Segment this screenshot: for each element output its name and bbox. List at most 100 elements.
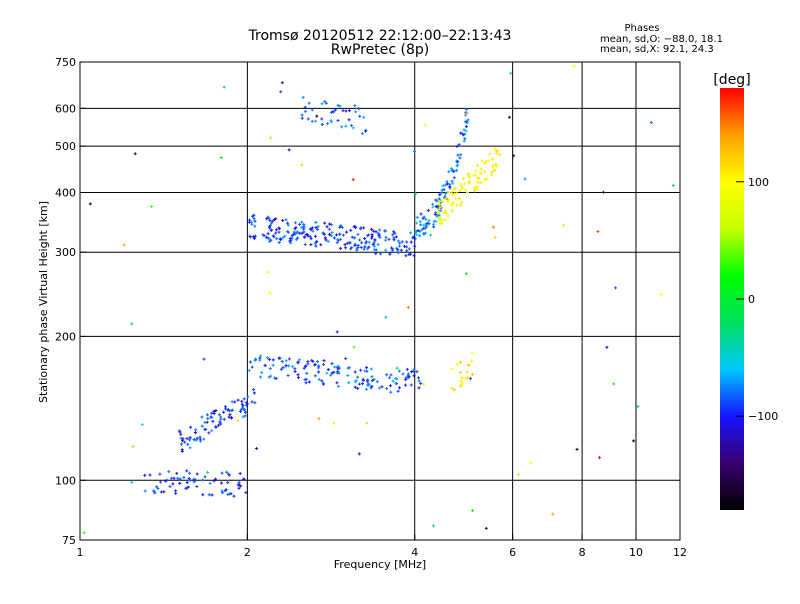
data-point bbox=[201, 478, 205, 482]
data-point bbox=[268, 291, 272, 295]
data-point bbox=[185, 469, 189, 473]
data-point bbox=[281, 236, 285, 240]
data-point bbox=[362, 247, 366, 251]
data-point bbox=[451, 187, 455, 191]
data-point bbox=[182, 476, 186, 480]
data-point bbox=[494, 164, 498, 168]
data-point bbox=[304, 364, 308, 368]
data-point bbox=[385, 386, 389, 390]
data-point bbox=[659, 292, 663, 296]
data-point bbox=[456, 153, 460, 157]
data-point bbox=[178, 477, 182, 481]
data-point bbox=[314, 220, 318, 224]
data-point bbox=[397, 386, 401, 390]
data-point bbox=[596, 230, 600, 233]
data-point bbox=[188, 471, 192, 475]
data-point bbox=[489, 173, 493, 177]
data-point bbox=[378, 228, 382, 232]
data-point bbox=[359, 227, 363, 231]
data-point bbox=[452, 201, 456, 205]
data-point bbox=[274, 228, 278, 232]
data-point bbox=[417, 386, 421, 390]
data-point bbox=[452, 176, 456, 180]
data-point bbox=[219, 422, 223, 426]
data-point bbox=[396, 389, 400, 393]
data-point bbox=[265, 356, 269, 360]
data-point bbox=[453, 197, 457, 201]
data-point bbox=[335, 241, 339, 245]
data-point bbox=[325, 225, 329, 229]
data-point bbox=[479, 181, 483, 185]
data-point bbox=[222, 410, 226, 414]
data-point bbox=[614, 286, 618, 290]
plot-frame bbox=[79, 61, 681, 541]
data-point bbox=[352, 345, 356, 349]
data-point bbox=[436, 211, 440, 215]
data-point bbox=[405, 245, 409, 249]
data-point bbox=[314, 226, 318, 230]
data-point bbox=[432, 225, 436, 229]
data-point bbox=[148, 473, 152, 477]
data-point bbox=[426, 209, 430, 213]
data-point bbox=[218, 420, 222, 424]
data-point bbox=[253, 234, 257, 238]
data-point bbox=[461, 133, 465, 137]
y-tick-label: 200 bbox=[55, 330, 76, 343]
data-point bbox=[450, 367, 454, 371]
data-point bbox=[279, 238, 283, 242]
data-point bbox=[358, 114, 362, 118]
y-tick-label: 100 bbox=[55, 474, 76, 487]
data-point bbox=[419, 382, 423, 386]
data-point bbox=[150, 205, 154, 209]
data-point bbox=[419, 223, 423, 227]
data-point bbox=[437, 193, 441, 197]
data-point bbox=[329, 234, 333, 238]
data-point bbox=[225, 470, 229, 474]
data-point bbox=[443, 194, 447, 198]
data-point bbox=[268, 367, 272, 371]
y-axis-label: Stationary phase Virtual Height [km] bbox=[37, 201, 50, 403]
data-point bbox=[324, 238, 328, 242]
data-point bbox=[605, 345, 609, 349]
data-point bbox=[313, 234, 317, 238]
data-point bbox=[178, 481, 182, 485]
data-point bbox=[396, 248, 400, 252]
data-point bbox=[229, 416, 233, 420]
data-point bbox=[267, 225, 271, 229]
data-point bbox=[304, 377, 308, 381]
data-point bbox=[476, 163, 480, 167]
data-point bbox=[252, 391, 256, 395]
data-point bbox=[189, 425, 193, 429]
data-point bbox=[259, 375, 263, 379]
data-point bbox=[245, 402, 249, 406]
data-point bbox=[347, 241, 351, 245]
data-point bbox=[217, 413, 221, 417]
data-point bbox=[314, 119, 318, 123]
data-point bbox=[384, 229, 388, 233]
data-point bbox=[332, 110, 336, 114]
data-point bbox=[455, 144, 459, 148]
y-tick-labels: 75 100 200 300 400 500 600 750 bbox=[55, 56, 86, 547]
data-point bbox=[82, 531, 86, 535]
data-point bbox=[162, 490, 166, 494]
data-point bbox=[180, 442, 184, 446]
data-point bbox=[315, 227, 319, 231]
data-point bbox=[347, 381, 351, 385]
data-point bbox=[378, 235, 382, 239]
data-point bbox=[470, 509, 474, 513]
data-point bbox=[222, 85, 226, 89]
data-point bbox=[349, 124, 353, 128]
data-point bbox=[405, 240, 409, 244]
data-point bbox=[185, 437, 189, 441]
data-point bbox=[198, 435, 202, 439]
data-point bbox=[402, 244, 406, 248]
data-point bbox=[158, 472, 162, 476]
data-point bbox=[404, 383, 408, 387]
data-point bbox=[211, 419, 215, 423]
data-point bbox=[483, 161, 487, 165]
data-point bbox=[356, 375, 360, 379]
data-point bbox=[413, 244, 417, 248]
data-point bbox=[384, 315, 388, 319]
data-point bbox=[468, 377, 472, 381]
